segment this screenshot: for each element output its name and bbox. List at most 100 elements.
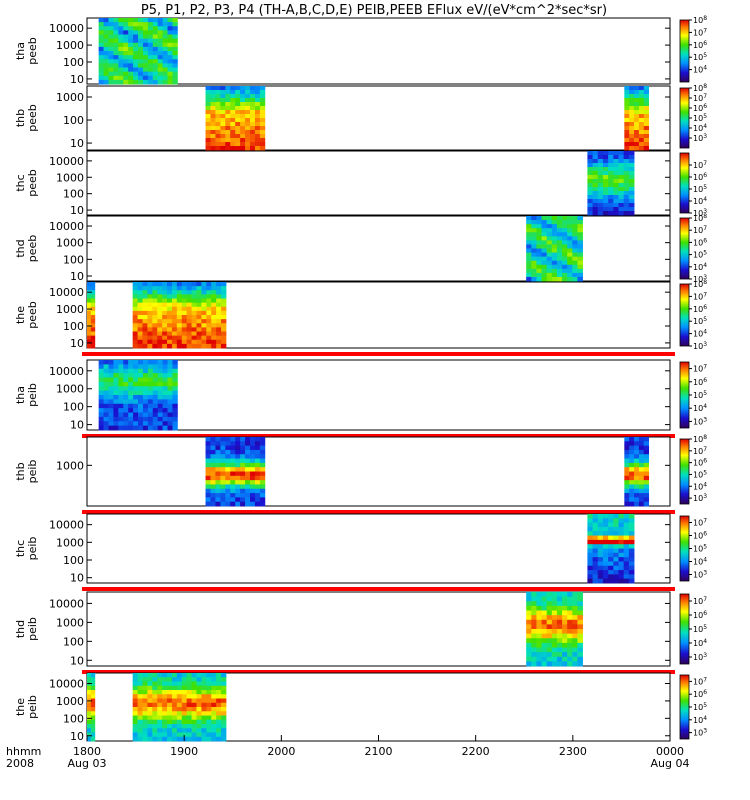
spectrogram-cell — [181, 294, 188, 299]
spectrogram-cell — [137, 282, 143, 287]
spectrogram-cell — [634, 106, 640, 111]
spectrogram-cell — [210, 484, 216, 490]
x-axis-year-label: 2008 — [6, 757, 34, 770]
spectrogram-cell — [597, 561, 604, 567]
spectrogram-cell — [245, 102, 251, 107]
spectrogram-cell — [201, 315, 207, 320]
spectrogram-cell — [181, 724, 188, 729]
spectrogram-cell — [90, 711, 96, 716]
spectrogram-cell — [623, 179, 630, 184]
spectrogram-cell — [123, 368, 129, 374]
spectrogram-cell — [118, 368, 124, 374]
spectrogram-cell — [240, 138, 246, 143]
spectrogram-cell — [152, 368, 159, 374]
spectrogram-cell — [167, 306, 173, 312]
spectrogram-cell — [157, 403, 164, 409]
spectrogram-cell — [147, 310, 153, 316]
spectrogram-cell — [147, 715, 153, 721]
spectrogram-cell — [225, 98, 231, 103]
spectrogram-cell — [602, 539, 609, 545]
spectrogram-cell — [638, 118, 645, 123]
spectrogram-cell — [87, 331, 92, 337]
spectrogram-cell — [536, 656, 542, 662]
spectrogram-cell — [147, 399, 154, 405]
spectrogram-cell — [167, 373, 173, 378]
spectrogram-cell — [147, 673, 153, 678]
spectrogram-cell — [623, 514, 630, 519]
spectrogram-cell — [602, 557, 609, 562]
spectrogram-cell — [108, 46, 114, 52]
spectrogram-cell — [132, 319, 138, 324]
spectrogram-cell — [87, 339, 92, 345]
spectrogram-cell — [152, 331, 158, 337]
spectrogram-cell — [133, 408, 139, 413]
panel-frame — [86, 85, 671, 151]
spectrogram-cell — [133, 412, 139, 418]
spectrogram-cell — [577, 228, 583, 233]
spectrogram-cell — [259, 493, 266, 498]
spectrogram-cell — [162, 306, 168, 312]
spectrogram-cell — [259, 146, 266, 151]
spectrogram-cell — [629, 441, 635, 447]
spectrogram-cell — [221, 290, 227, 295]
spectrogram-cell — [613, 561, 619, 567]
spectrogram-cell — [142, 408, 149, 413]
spectrogram-cell — [176, 302, 183, 308]
spectrogram-cell — [176, 702, 183, 708]
spectrogram-cell — [157, 46, 164, 52]
spectrogram-cell — [205, 501, 211, 507]
colorbar — [679, 438, 690, 505]
spectrogram-cell — [618, 203, 625, 208]
spectrogram-cell — [526, 244, 532, 249]
spectrogram-cell — [157, 319, 163, 324]
spectrogram-cell — [132, 286, 138, 291]
spectrogram-cell — [240, 146, 246, 151]
separator-bar — [82, 587, 675, 591]
spectrogram-cell — [638, 146, 645, 151]
spectrogram-cell — [531, 256, 537, 262]
spectrogram-cell — [254, 110, 261, 115]
spectrogram-cell — [211, 335, 217, 341]
spectrogram-cell — [546, 260, 553, 266]
spectrogram-cell — [526, 276, 532, 282]
colorbar-tick-label: 107 — [693, 596, 707, 606]
spectrogram-cell — [157, 298, 163, 304]
spectrogram-cell — [259, 471, 266, 477]
spectrogram-cell — [152, 711, 158, 716]
spectrogram-cell — [556, 244, 563, 249]
spectrogram-cell — [634, 437, 640, 442]
spectrogram-cell — [123, 42, 129, 48]
spectrogram-cell — [556, 615, 563, 621]
spectrogram-cell — [176, 677, 183, 682]
spectrogram-cell — [225, 445, 231, 451]
spectrogram-cell — [221, 327, 227, 332]
spectrogram-cell — [546, 220, 553, 225]
spectrogram-cell — [201, 323, 207, 328]
spectrogram-cell — [250, 475, 256, 481]
spectrogram-cell — [235, 497, 241, 503]
spectrogram-cell — [167, 732, 173, 738]
spectrogram-cell — [138, 79, 144, 85]
spectrogram-cell — [628, 187, 635, 192]
spectrogram-cell — [536, 276, 542, 282]
spectrogram-cell — [597, 514, 604, 519]
spectrogram-cell — [221, 302, 227, 308]
spectrogram-cell — [230, 126, 236, 131]
spectrogram-cell — [147, 368, 154, 374]
spectrogram-cell — [526, 642, 532, 648]
spectrogram-cell — [587, 203, 593, 208]
spectrogram-cell — [87, 343, 92, 349]
spectrogram-cell — [572, 624, 578, 630]
spectrogram-cell — [172, 38, 178, 44]
spectrogram-cell — [623, 531, 630, 536]
spectrogram-cell — [176, 306, 183, 312]
spectrogram-cell — [167, 75, 173, 81]
spectrogram-cell — [567, 633, 573, 639]
spectrogram-cell — [210, 458, 216, 464]
spectrogram-cell — [235, 90, 241, 95]
spectrogram-cell — [157, 677, 163, 682]
spectrogram-cell — [196, 343, 202, 349]
spectrogram-cell — [167, 327, 173, 332]
spectrogram-cell — [108, 38, 114, 44]
spectrogram-cell — [98, 34, 104, 40]
